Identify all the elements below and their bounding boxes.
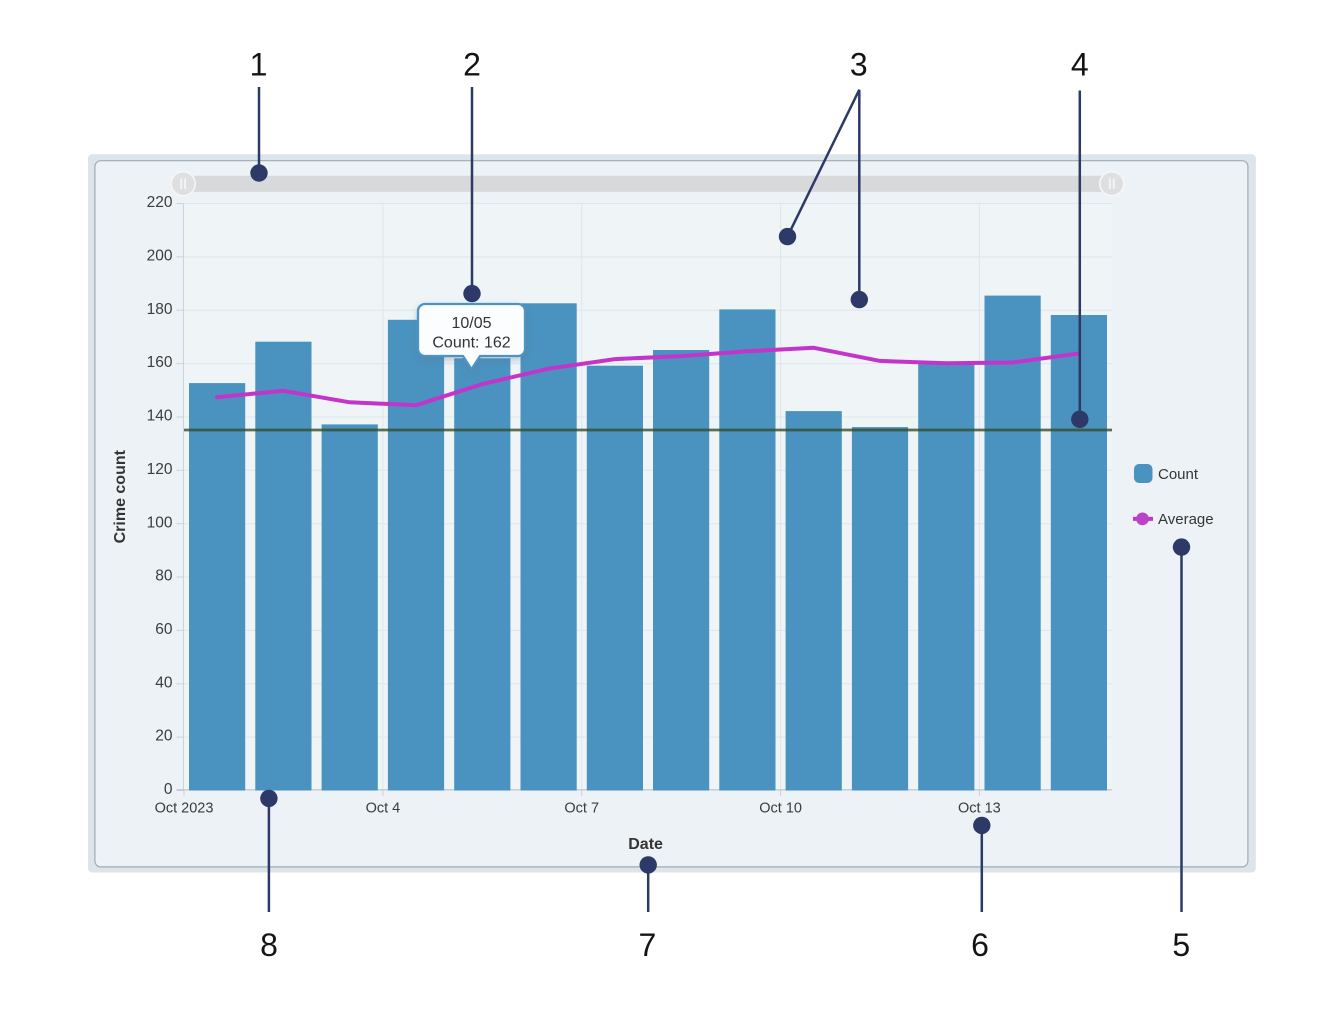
svg-text:60: 60 [155, 621, 173, 638]
svg-text:Oct 7: Oct 7 [564, 801, 599, 817]
svg-text:5: 5 [1172, 927, 1190, 963]
svg-text:Count: Count [1158, 466, 1199, 483]
svg-text:10/05: 10/05 [451, 315, 491, 332]
svg-text:Oct 13: Oct 13 [958, 801, 1001, 817]
svg-text:Date: Date [628, 836, 663, 853]
svg-text:2: 2 [463, 46, 481, 82]
svg-text:100: 100 [147, 514, 173, 531]
svg-text:7: 7 [639, 927, 657, 963]
svg-text:3: 3 [850, 46, 868, 82]
svg-text:220: 220 [147, 194, 173, 211]
svg-text:180: 180 [147, 301, 173, 318]
svg-text:1: 1 [250, 46, 268, 82]
svg-text:160: 160 [147, 354, 173, 371]
svg-text:Crime count: Crime count [112, 449, 129, 543]
svg-text:40: 40 [155, 674, 173, 691]
svg-text:80: 80 [155, 568, 173, 585]
svg-text:8: 8 [260, 927, 278, 963]
svg-text:0: 0 [164, 781, 173, 798]
svg-text:Oct 4: Oct 4 [366, 801, 401, 817]
svg-text:Oct 10: Oct 10 [759, 801, 802, 817]
svg-text:20: 20 [155, 728, 173, 745]
svg-text:4: 4 [1071, 47, 1089, 83]
svg-text:Count: 162: Count: 162 [432, 334, 510, 351]
svg-text:Average: Average [1158, 511, 1214, 528]
svg-text:6: 6 [971, 927, 989, 963]
svg-text:Oct 2023: Oct 2023 [155, 801, 214, 817]
svg-text:200: 200 [147, 248, 173, 265]
svg-text:140: 140 [147, 408, 173, 425]
svg-text:120: 120 [147, 461, 173, 478]
